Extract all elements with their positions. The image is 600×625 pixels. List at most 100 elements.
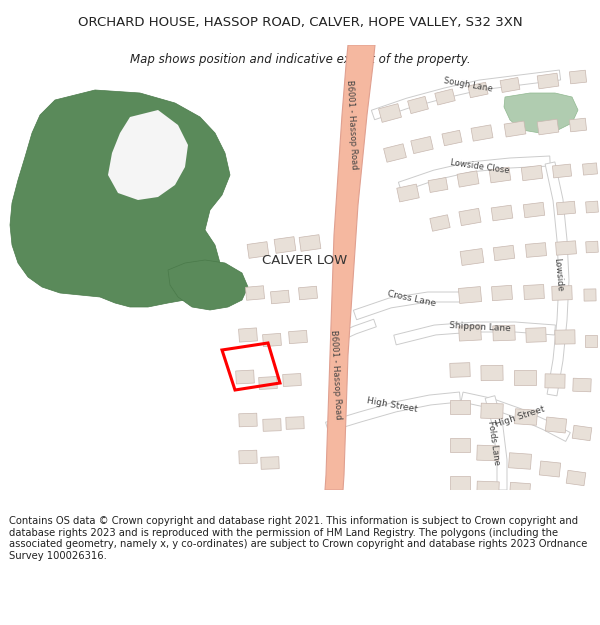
Text: B6001 - Hassop Road: B6001 - Hassop Road	[329, 330, 343, 420]
Polygon shape	[491, 286, 512, 301]
Polygon shape	[477, 481, 499, 497]
Polygon shape	[545, 374, 565, 388]
Polygon shape	[585, 335, 597, 347]
Polygon shape	[245, 286, 265, 300]
Polygon shape	[586, 201, 598, 213]
Polygon shape	[572, 425, 592, 441]
Polygon shape	[556, 241, 577, 255]
Polygon shape	[526, 242, 547, 258]
Polygon shape	[383, 144, 406, 162]
Text: CALVER LOW: CALVER LOW	[262, 254, 347, 266]
Text: ORCHARD HOUSE, HASSOP ROAD, CALVER, HOPE VALLEY, S32 3XN: ORCHARD HOUSE, HASSOP ROAD, CALVER, HOPE…	[77, 16, 523, 29]
Text: High Street: High Street	[494, 405, 546, 429]
Text: Sough Lane: Sough Lane	[443, 76, 493, 94]
Polygon shape	[504, 121, 526, 137]
Polygon shape	[10, 90, 230, 307]
Text: Shippon Lane: Shippon Lane	[449, 321, 511, 333]
Polygon shape	[450, 400, 470, 414]
Text: Lowside: Lowside	[552, 258, 564, 292]
Text: Lowside Close: Lowside Close	[450, 158, 510, 176]
Polygon shape	[450, 362, 470, 378]
Polygon shape	[537, 119, 559, 135]
Polygon shape	[108, 110, 188, 200]
Polygon shape	[261, 457, 279, 469]
Polygon shape	[468, 82, 488, 98]
Polygon shape	[263, 333, 281, 347]
Polygon shape	[524, 284, 544, 299]
Polygon shape	[168, 260, 248, 310]
Polygon shape	[477, 445, 499, 461]
Polygon shape	[442, 130, 462, 146]
Polygon shape	[583, 163, 598, 175]
Polygon shape	[545, 162, 569, 396]
Polygon shape	[450, 476, 470, 490]
Polygon shape	[239, 450, 257, 464]
Text: Contains OS data © Crown copyright and database right 2021. This information is : Contains OS data © Crown copyright and d…	[9, 516, 587, 561]
Polygon shape	[239, 413, 257, 427]
Polygon shape	[515, 409, 538, 425]
Polygon shape	[481, 365, 503, 381]
Polygon shape	[471, 125, 493, 141]
Polygon shape	[521, 166, 543, 181]
Polygon shape	[586, 241, 598, 252]
Polygon shape	[428, 177, 448, 192]
Polygon shape	[430, 215, 450, 231]
Polygon shape	[552, 286, 572, 301]
Polygon shape	[450, 438, 470, 452]
Polygon shape	[458, 287, 482, 303]
Polygon shape	[247, 242, 269, 258]
Polygon shape	[331, 319, 376, 344]
Polygon shape	[460, 249, 484, 266]
Polygon shape	[398, 156, 550, 192]
Polygon shape	[435, 89, 455, 105]
Polygon shape	[236, 370, 254, 384]
Polygon shape	[555, 330, 575, 344]
Text: Folds Lane: Folds Lane	[487, 420, 502, 466]
Polygon shape	[573, 378, 591, 392]
Polygon shape	[397, 184, 419, 202]
Polygon shape	[274, 237, 296, 253]
Polygon shape	[481, 403, 503, 419]
Polygon shape	[461, 392, 571, 441]
Polygon shape	[557, 201, 575, 215]
Polygon shape	[459, 208, 481, 226]
Text: Map shows position and indicative extent of the property.: Map shows position and indicative extent…	[130, 54, 470, 66]
Polygon shape	[271, 290, 289, 304]
Polygon shape	[509, 452, 532, 469]
Polygon shape	[489, 167, 511, 183]
Polygon shape	[584, 289, 596, 301]
Polygon shape	[239, 328, 257, 342]
Polygon shape	[545, 417, 566, 433]
Polygon shape	[259, 376, 277, 389]
Polygon shape	[299, 234, 321, 251]
Polygon shape	[411, 136, 433, 154]
Polygon shape	[353, 292, 462, 320]
Text: B6001 - Hassop Road: B6001 - Hassop Road	[345, 80, 359, 170]
Polygon shape	[493, 246, 515, 261]
Polygon shape	[526, 328, 546, 342]
Polygon shape	[523, 202, 545, 217]
Polygon shape	[537, 73, 559, 89]
Polygon shape	[379, 104, 401, 122]
Text: Cross Lane: Cross Lane	[387, 289, 437, 309]
Polygon shape	[569, 70, 587, 84]
Polygon shape	[263, 419, 281, 431]
Polygon shape	[286, 417, 304, 429]
Polygon shape	[569, 118, 587, 132]
Polygon shape	[504, 93, 578, 133]
Polygon shape	[491, 205, 513, 221]
Polygon shape	[457, 171, 479, 187]
Polygon shape	[514, 369, 536, 384]
Polygon shape	[325, 45, 375, 490]
Polygon shape	[553, 164, 572, 178]
Polygon shape	[485, 396, 507, 490]
Polygon shape	[283, 374, 301, 386]
Polygon shape	[458, 325, 481, 341]
Polygon shape	[566, 470, 586, 486]
Polygon shape	[539, 461, 560, 477]
Polygon shape	[371, 70, 560, 120]
Polygon shape	[326, 392, 460, 432]
Polygon shape	[407, 96, 428, 114]
Text: High Street: High Street	[366, 396, 418, 414]
Polygon shape	[500, 78, 520, 92]
